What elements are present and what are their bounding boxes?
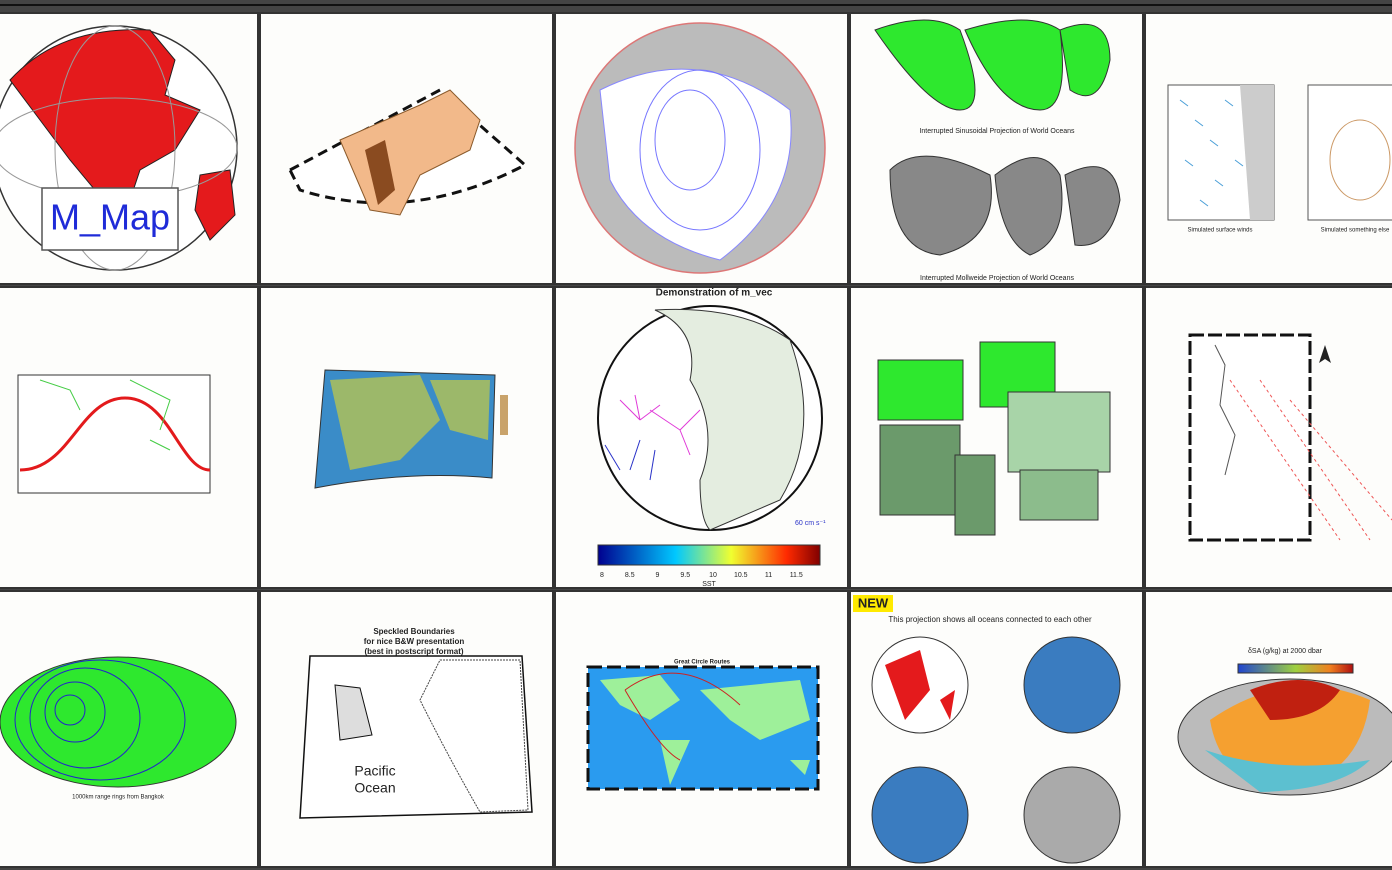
caption: Simulated something else — [1321, 228, 1390, 234]
wind-panels: Simulated surface winds Simulated someth… — [1167, 84, 1392, 234]
europe-map — [314, 369, 508, 489]
range-rings: 1000km range rings from Bangkok — [0, 656, 237, 801]
colorbar-label: SST — [702, 581, 716, 588]
title: Demonstration of m_vec — [656, 288, 773, 299]
great-circle-map: Great Circle Routes — [586, 660, 820, 791]
scale-label: 60 cm s⁻¹ — [795, 520, 826, 527]
salinity-map: δSA (g/kg) at 2000 dbar — [1177, 648, 1392, 796]
title-line: (best in postscript format) — [364, 647, 463, 656]
globe-mmap: M_Map — [0, 25, 238, 271]
caption: 1000km range rings from Bangkok — [72, 795, 165, 801]
caption: Interrupted Sinusoidal Projection of Wor… — [919, 128, 1075, 135]
vector-map: Demonstration of m_vec 60 cm s⁻¹ 8 8.5 9 9.… — [597, 288, 826, 588]
colorbar-tick-label: 10 — [709, 572, 717, 579]
new-badge: NEW — [858, 595, 889, 610]
polar-map — [574, 22, 826, 274]
caption: This projection shows all oceans connect… — [888, 615, 1092, 624]
ocean-globes: NEW This projection shows all oceans con… — [853, 595, 1121, 864]
colorbar-tick-label: 8 — [600, 572, 604, 579]
title-line: for nice B&W presentation — [364, 637, 465, 646]
colorbar-tick-label: 11.5 — [790, 572, 803, 579]
tile-maps — [877, 341, 1111, 536]
colorbar-tick-label: 9 — [656, 572, 660, 579]
colorbar-tick-label: 11 — [765, 572, 772, 579]
colorbar-tick-label: 9.5 — [680, 572, 690, 579]
caption: Interrupted Mollweide Projection of Worl… — [920, 275, 1074, 282]
caption: Simulated surface winds — [1187, 228, 1252, 234]
logo: M_Map — [50, 197, 170, 238]
ocean-label: Ocean — [354, 780, 395, 796]
colorbar-tick-label: 10.5 — [734, 572, 748, 579]
route-map — [1188, 333, 1392, 542]
colorbar-tick-label: 8.5 — [625, 572, 635, 579]
colorbar-ticks: 8 8.5 9 9.5 10 10.5 11 11.5 — [600, 572, 803, 579]
sine-map — [17, 374, 211, 494]
title: δSA (g/kg) at 2000 dbar — [1248, 648, 1323, 655]
speckled-map: Speckled Boundaries for nice B&W present… — [299, 627, 533, 819]
conic-map — [288, 88, 528, 216]
ocean-label: Pacific — [354, 763, 395, 779]
interrupted-maps: Interrupted Sinusoidal Projection of Wor… — [874, 19, 1121, 282]
title-line: Speckled Boundaries — [373, 627, 455, 636]
title: Great Circle Routes — [674, 660, 731, 666]
